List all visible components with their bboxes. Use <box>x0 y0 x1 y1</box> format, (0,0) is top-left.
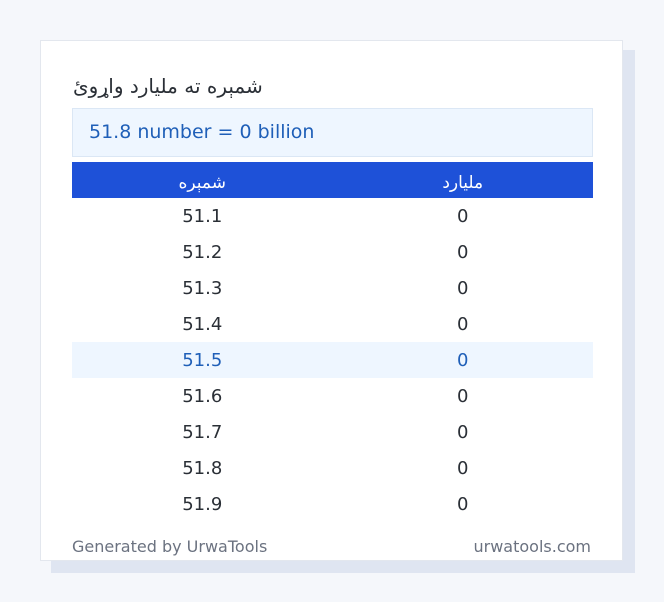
table-row: 51.6 0 <box>72 378 593 414</box>
table-header-row: شمېره مليارد <box>72 162 593 198</box>
cell-number: 51.1 <box>182 205 223 227</box>
cell-billion: 0 <box>332 342 593 378</box>
table-row: 51.7 0 <box>72 414 593 450</box>
cell-billion: 0 <box>457 457 469 479</box>
cell-billion: 0 <box>457 493 469 515</box>
cell-billion: 0 <box>457 421 469 443</box>
site-link[interactable]: urwatools.com <box>473 537 592 556</box>
cell-billion: 0 <box>457 313 469 335</box>
table-row: 51.1 0 <box>72 198 593 234</box>
cell-number: 51.4 <box>182 313 223 335</box>
cell-number: 51.9 <box>182 493 223 515</box>
cell-number: 51.7 <box>182 421 223 443</box>
cell-number: 51.3 <box>182 277 223 299</box>
cell-billion: 0 <box>457 241 469 263</box>
table-row: 51.4 0 <box>72 306 593 342</box>
table-row: 51.8 0 <box>72 450 593 486</box>
table-row: 51.2 0 <box>72 234 593 270</box>
cell-billion: 0 <box>457 205 469 227</box>
cell-number: 51.6 <box>182 385 223 407</box>
conversion-table: شمېره مليارد 51.1 0 51.2 0 51.3 0 <box>72 162 593 522</box>
cell-number: 51.8 <box>182 457 223 479</box>
table-row: 51.3 0 <box>72 270 593 306</box>
table-row: 51.9 0 <box>72 486 593 522</box>
card-title: شمېره ته مليارد واړوئ <box>73 74 263 98</box>
cell-number: 51.2 <box>182 241 223 263</box>
header-billion: مليارد <box>442 173 484 193</box>
cell-number: 51.5 <box>72 342 333 378</box>
conversion-card: شمېره ته مليارد واړوئ 51.8 number = 0 bi… <box>40 40 623 561</box>
cell-billion: 0 <box>457 385 469 407</box>
generated-by-label: Generated by UrwaTools <box>72 537 268 556</box>
conversion-result: 51.8 number = 0 billion <box>72 108 593 157</box>
table-row-highlighted: 51.5 0 <box>72 342 593 378</box>
cell-billion: 0 <box>457 277 469 299</box>
header-number: شمېره <box>178 173 227 193</box>
